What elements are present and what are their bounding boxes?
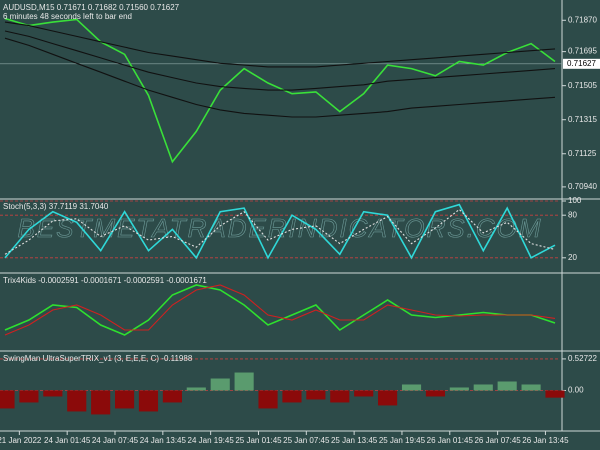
- series-line: [4, 17, 556, 164]
- bar: [473, 384, 493, 391]
- bar: [306, 390, 326, 400]
- current-price-label: 0.71627: [567, 59, 596, 68]
- bar: [210, 378, 230, 391]
- bar: [186, 387, 206, 391]
- x-tick-label: 24 Jan 13:45: [140, 436, 187, 445]
- series-line: [4, 30, 556, 91]
- bar: [91, 390, 111, 415]
- series-line: [4, 208, 556, 255]
- bar: [138, 390, 159, 412]
- y-tick-label: 0.71695: [568, 47, 597, 56]
- bar: [521, 384, 541, 391]
- series-line: [4, 284, 556, 336]
- x-tick-label: 25 Jan 07:45: [283, 436, 330, 445]
- y-tick-label: 0.71315: [568, 115, 597, 124]
- y-tick-label: 20: [568, 253, 577, 262]
- bar: [425, 390, 445, 397]
- panel-title: Trix4Kids -0.0002591 -0.0001671 -0.00025…: [3, 276, 207, 285]
- x-tick-label: 26 Jan 07:45: [474, 436, 521, 445]
- y-tick-label: 0.71870: [568, 15, 597, 24]
- series-line: [4, 21, 556, 68]
- current-price-box: [563, 58, 600, 69]
- bar: [401, 384, 422, 391]
- watermark: BESTMETATRADERINDICATORS.COM: [18, 213, 543, 243]
- x-tick-label: 25 Jan 13:45: [331, 436, 378, 445]
- bar: [67, 390, 87, 412]
- x-tick-label: 24 Jan 01:45: [44, 436, 91, 445]
- x-tick-label: 26 Jan 13:45: [522, 436, 569, 445]
- x-tick-label: 25 Jan 19:45: [379, 436, 426, 445]
- bar: [497, 381, 517, 391]
- x-tick-label: 21 Jan 2022: [0, 436, 42, 445]
- x-tick-label: 24 Jan 07:45: [92, 436, 139, 445]
- panel-title: SwingMan UltraSuperTRIX_v1 (3, E,E,E, C)…: [3, 354, 193, 363]
- y-tick-label: 0.71505: [568, 81, 597, 90]
- y-tick-label: 80: [568, 210, 577, 219]
- y-tick-label: 0.71125: [568, 149, 597, 158]
- bar: [330, 390, 350, 403]
- bar: [354, 390, 374, 397]
- series-line: [4, 284, 556, 336]
- bar: [0, 390, 15, 409]
- bar: [19, 390, 39, 403]
- bar: [234, 372, 254, 391]
- bar: [449, 387, 469, 391]
- y-tick-label: 0.52722: [568, 354, 597, 363]
- panel-subtitle: 6 minutes 48 seconds left to bar end: [3, 12, 132, 21]
- bar: [282, 390, 302, 403]
- series-line: [4, 37, 556, 118]
- panel-title: Stoch(5,3,3) 37.7119 31.7040: [3, 202, 109, 211]
- y-tick-label: 0.70940: [568, 182, 597, 191]
- x-tick-label: 24 Jan 19:45: [188, 436, 235, 445]
- bar: [545, 390, 565, 398]
- x-tick-label: 25 Jan 01:45: [235, 436, 282, 445]
- series-line: [4, 203, 556, 260]
- bar: [378, 390, 398, 406]
- y-tick-label: 100: [568, 196, 582, 205]
- panel-title: AUDUSD,M15 0.71671 0.71682 0.71560 0.716…: [3, 3, 180, 12]
- bar: [43, 390, 63, 397]
- y-tick-label: 0.00: [568, 386, 584, 395]
- bar: [258, 390, 278, 409]
- x-tick-label: 26 Jan 01:45: [427, 436, 474, 445]
- bar: [162, 390, 182, 403]
- bar: [115, 390, 135, 409]
